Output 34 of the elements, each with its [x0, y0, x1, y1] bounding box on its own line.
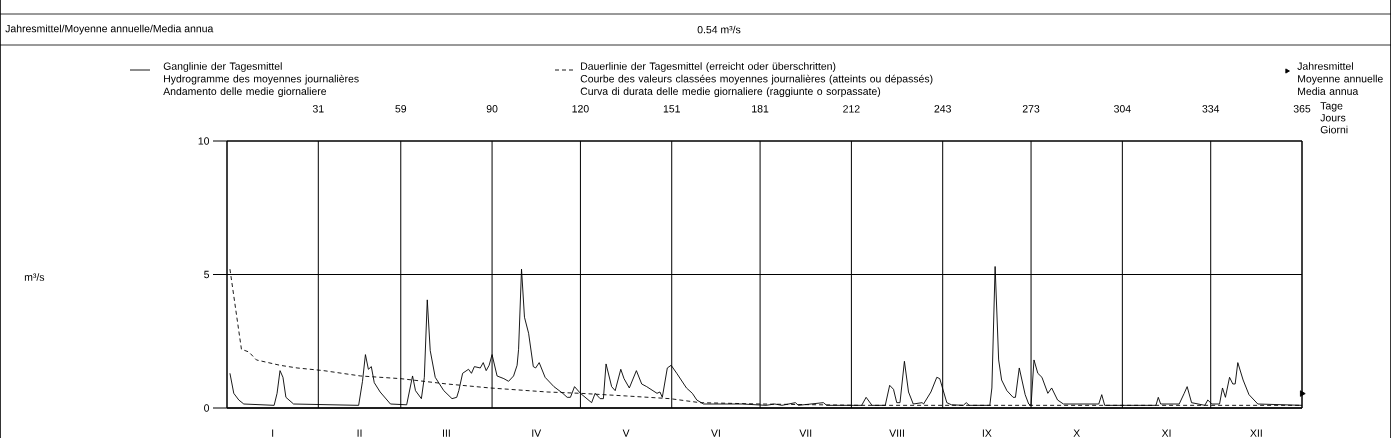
x-tick-label: 59	[395, 105, 407, 113]
y-tick-label: 5	[204, 270, 210, 279]
text: VIII	[889, 429, 904, 437]
x-tick-label: 243	[934, 105, 951, 113]
text: V	[622, 429, 630, 437]
text: m³/s	[24, 273, 45, 281]
y-tick-label: 0	[204, 404, 210, 412]
text: 0.54 m³/s	[697, 25, 741, 34]
y-tick-label: 10	[198, 137, 210, 145]
legend-label: Dauerlinie der Tagesmittel (erreicht oder überschritten) Courbe des valeurs classées moyennes journalières (atteints ou dépassés) Curva di durata delle medie giornaliere (raggiunte o sorpassate)	[580, 62, 933, 98]
text: Jahresmittel/Moyenne annuelle/Media annua	[5, 24, 214, 35]
text: II	[357, 429, 362, 437]
x-tick-label: 273	[1022, 105, 1040, 113]
text: III	[443, 429, 450, 437]
x-tick-label: 334	[1202, 105, 1220, 113]
x-tick-label: 304	[1114, 105, 1131, 113]
legend-label: Jahresmittel Moyenne annuelle Media annua	[1297, 62, 1383, 95]
text: X	[1073, 429, 1080, 437]
text: IX	[982, 429, 992, 437]
x-tick-label: 365	[1293, 105, 1311, 113]
x-tick-label: 212	[843, 105, 860, 113]
text: VI	[711, 429, 720, 437]
text: XI	[1161, 429, 1171, 437]
x-tick-label: 120	[572, 105, 589, 113]
x-tick-label: 31	[312, 105, 324, 113]
x-axis-title: Tage Jours Giorni	[1320, 102, 1348, 134]
text: I	[272, 429, 274, 437]
text: VII	[799, 429, 812, 437]
x-tick-label: 90	[486, 105, 498, 113]
text: IV	[532, 429, 542, 437]
legend-label: Ganglinie der Tagesmittel Hydrogramme des moyennes journalières Andamento delle medie giornaliere	[163, 62, 359, 98]
x-tick-label: 181	[752, 105, 769, 113]
x-tick-label: 151	[663, 105, 680, 113]
text: XII	[1250, 429, 1262, 437]
